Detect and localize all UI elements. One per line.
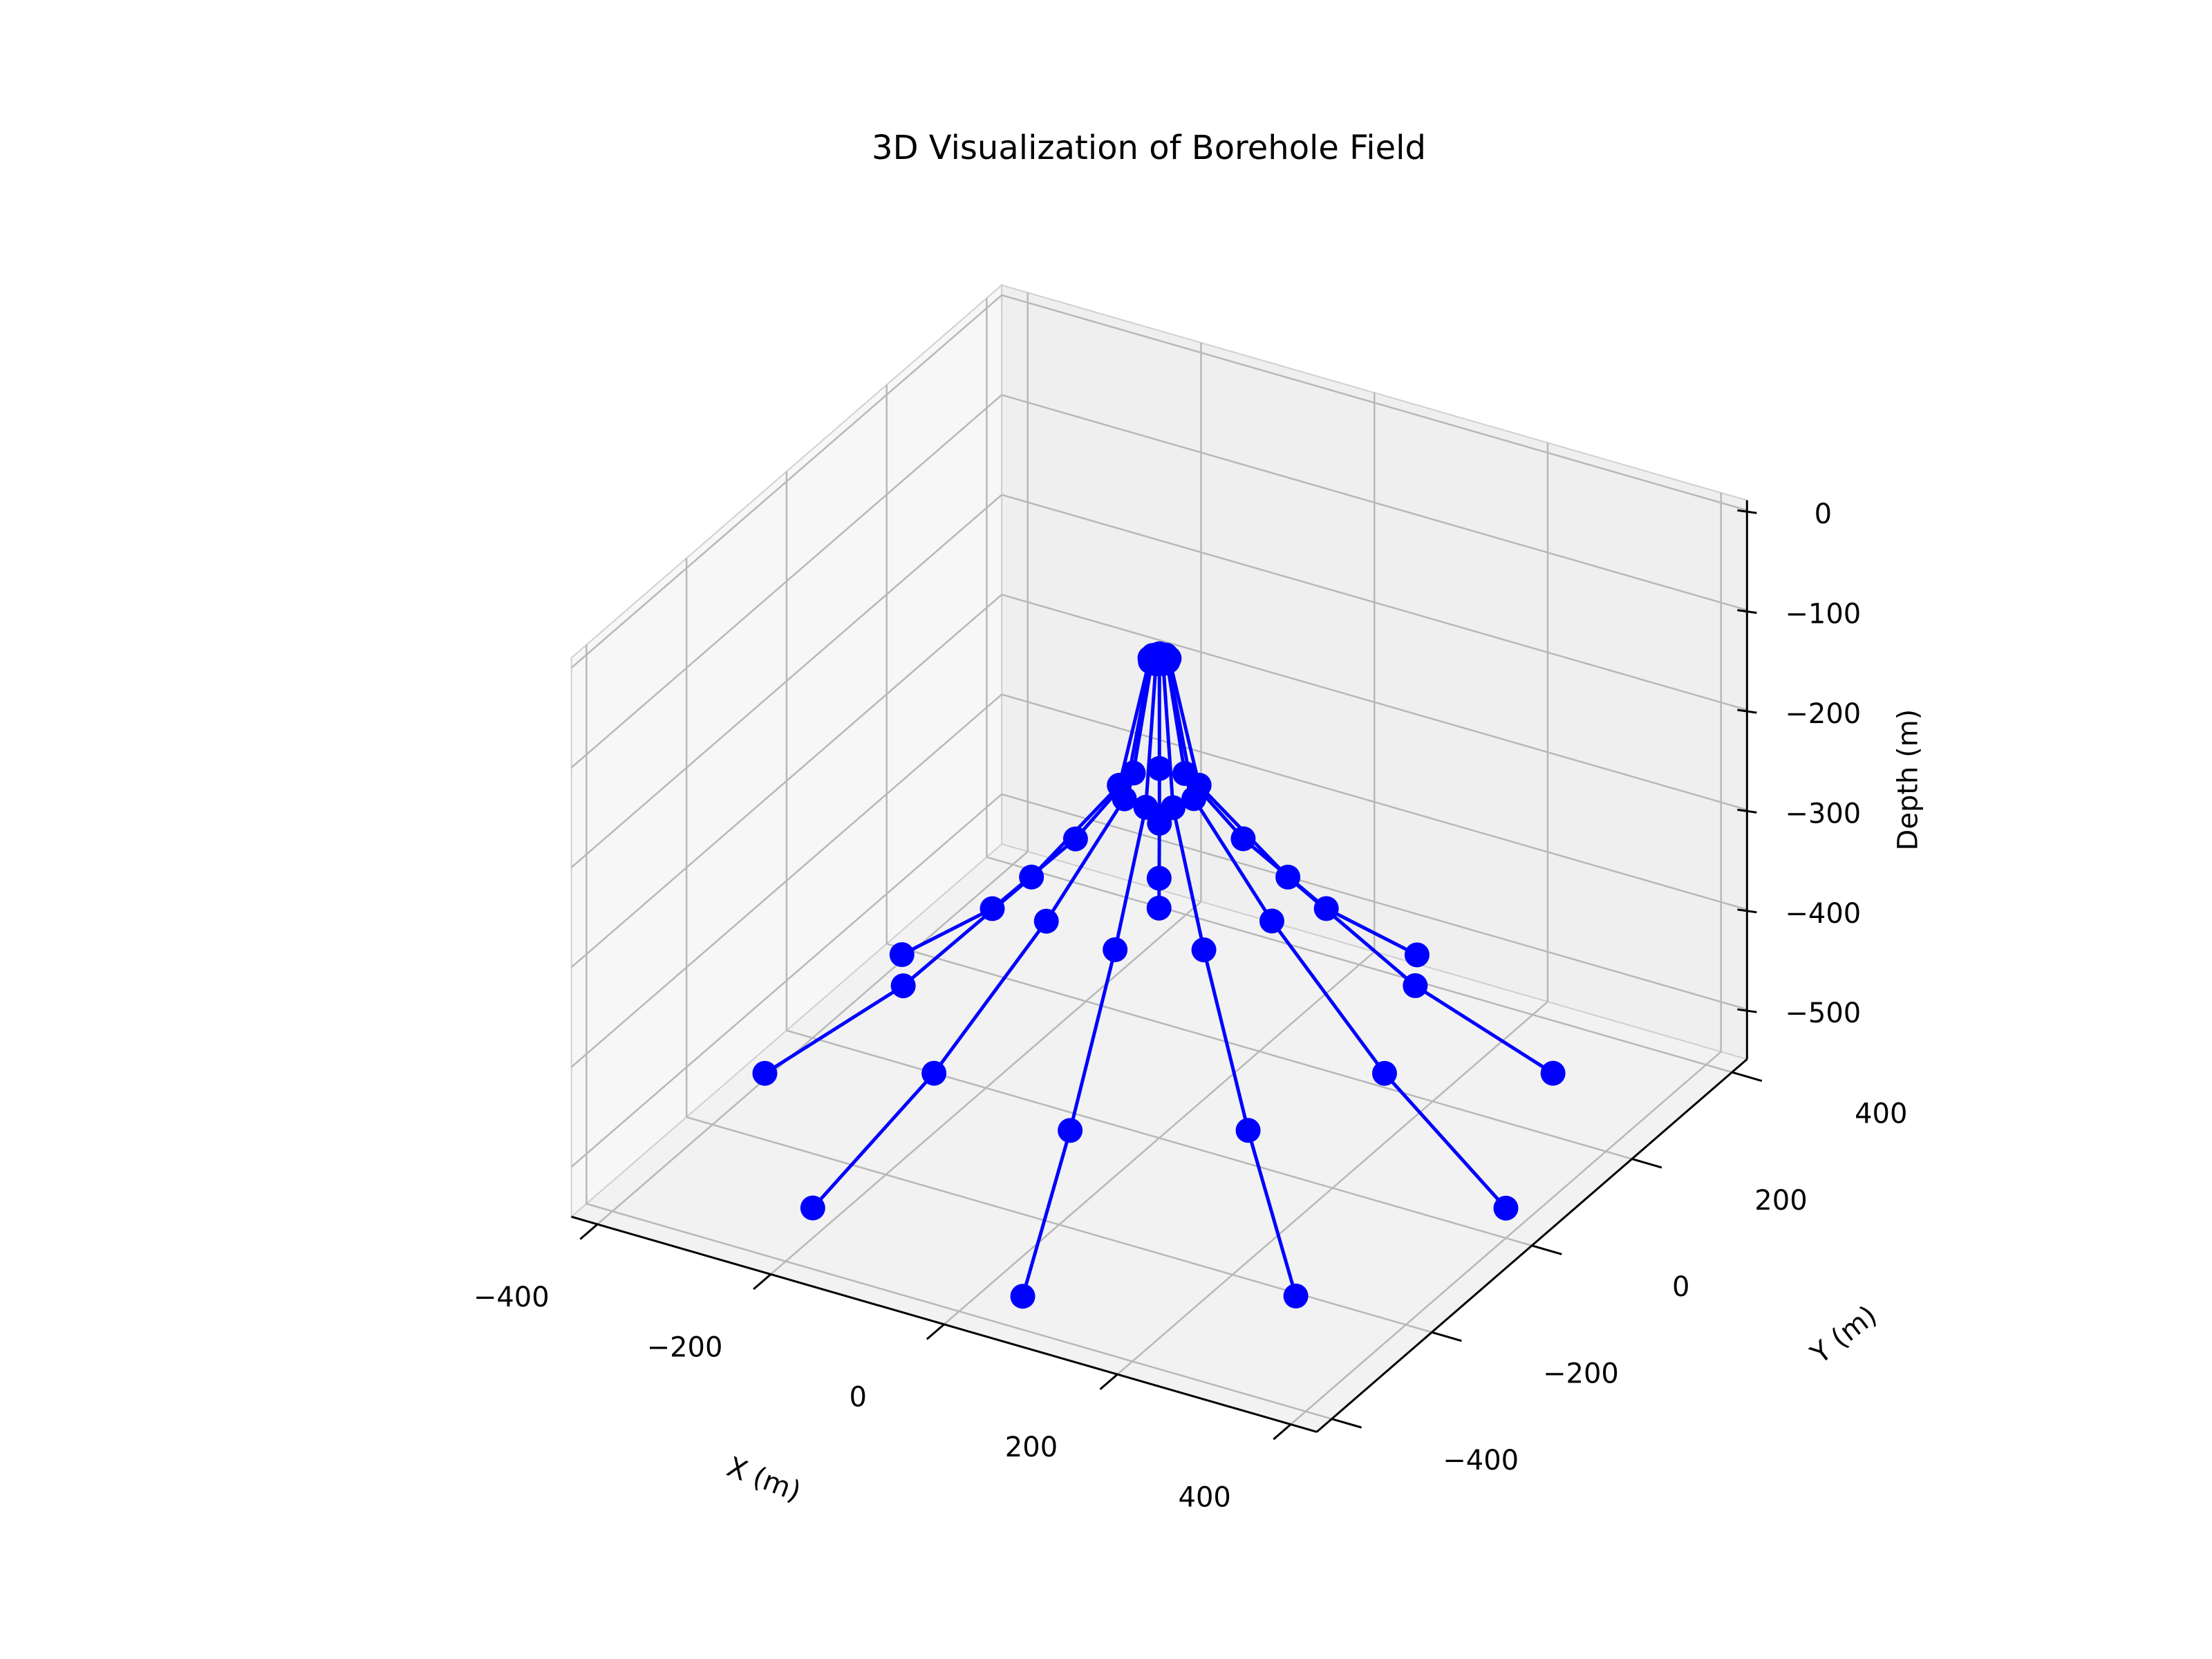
borehole-point bbox=[1403, 973, 1428, 998]
grid-line bbox=[570, 594, 1002, 968]
z-tick-label: −100 bbox=[1785, 599, 1861, 630]
borehole-point bbox=[1191, 937, 1217, 963]
borehole-point bbox=[752, 1060, 778, 1086]
borehole-point bbox=[1033, 908, 1059, 934]
y-tick-mark bbox=[1331, 1418, 1362, 1429]
borehole-point bbox=[1283, 1283, 1309, 1309]
borehole-point bbox=[1153, 642, 1179, 668]
y-tick-mark bbox=[1631, 1158, 1662, 1169]
y-tick-label: −400 bbox=[1443, 1445, 1519, 1477]
borehole-point bbox=[800, 1195, 825, 1221]
chart-title: 3D Visualization of Borehole Field bbox=[872, 129, 1426, 167]
grid-line bbox=[1001, 693, 1747, 911]
y-axis-label: Y (m) bbox=[1804, 1300, 1883, 1371]
borehole-point bbox=[980, 896, 1005, 921]
grid-line bbox=[1001, 793, 1747, 1011]
x-tick-mark bbox=[753, 1273, 771, 1291]
borehole-point bbox=[1058, 1118, 1083, 1143]
grid-line bbox=[570, 294, 1002, 668]
x-tick-label: −400 bbox=[474, 1282, 550, 1313]
y-tick-label: −200 bbox=[1543, 1358, 1619, 1390]
borehole-point bbox=[1371, 1060, 1397, 1086]
borehole-point bbox=[1133, 794, 1159, 820]
grid-line bbox=[586, 1203, 1332, 1420]
borehole-point bbox=[1161, 795, 1186, 821]
borehole-point bbox=[1146, 865, 1172, 891]
z-tick-mark bbox=[1737, 709, 1757, 714]
x-tick-mark bbox=[579, 1223, 599, 1240]
x-tick-label: 200 bbox=[1005, 1432, 1058, 1463]
borehole-point bbox=[1019, 864, 1044, 890]
grid-line bbox=[1001, 394, 1747, 611]
borehole-point bbox=[1103, 937, 1128, 962]
borehole-point bbox=[1404, 942, 1430, 968]
borehole-point bbox=[1062, 826, 1088, 852]
z-tick-label: −400 bbox=[1785, 898, 1861, 930]
borehole-point bbox=[1112, 786, 1137, 812]
z-tick-label: −500 bbox=[1785, 997, 1861, 1029]
borehole-point bbox=[1313, 896, 1339, 921]
borehole-point bbox=[890, 973, 916, 999]
y-tick-label: 400 bbox=[1855, 1098, 1907, 1130]
x-tick-label: 0 bbox=[850, 1382, 867, 1414]
borehole-point bbox=[1146, 895, 1172, 921]
z-tick-label: 0 bbox=[1815, 498, 1832, 530]
grid-line bbox=[570, 394, 1002, 769]
z-tick-mark bbox=[1737, 1008, 1757, 1013]
x-tick-mark bbox=[1099, 1374, 1118, 1390]
borehole-point bbox=[1540, 1060, 1566, 1086]
y-tick-mark bbox=[1431, 1331, 1462, 1342]
z-tick-mark bbox=[1737, 509, 1757, 514]
grid-line bbox=[1001, 494, 1747, 711]
borehole-point bbox=[1010, 1284, 1035, 1309]
grid-line bbox=[986, 856, 1732, 1074]
borehole-point bbox=[1259, 908, 1284, 934]
z-tick-label: −200 bbox=[1785, 698, 1861, 730]
z-axis-label: Depth (m) bbox=[1892, 709, 1924, 851]
borehole-point bbox=[889, 942, 915, 968]
x-axis-label: X (m) bbox=[722, 1451, 805, 1508]
borehole-point bbox=[1172, 761, 1198, 787]
borehole-point bbox=[1275, 864, 1301, 890]
y-tick-label: 200 bbox=[1754, 1185, 1807, 1217]
grid-line bbox=[570, 693, 1002, 1068]
borehole-point bbox=[1230, 826, 1256, 852]
grid-line bbox=[886, 943, 1633, 1160]
y-tick-mark bbox=[1732, 1071, 1763, 1082]
z-tick-mark bbox=[1737, 908, 1757, 914]
grid-line bbox=[1001, 593, 1747, 811]
borehole-point bbox=[921, 1060, 947, 1086]
x-tick-label: 400 bbox=[1179, 1481, 1231, 1513]
y-tick-mark bbox=[1531, 1244, 1562, 1255]
borehole-point bbox=[1493, 1195, 1519, 1221]
z-tick-mark bbox=[1737, 609, 1757, 615]
z-tick-mark bbox=[1737, 808, 1757, 814]
grid-line bbox=[570, 794, 1002, 1168]
x-tick-mark bbox=[1273, 1423, 1292, 1441]
borehole-point bbox=[1235, 1118, 1261, 1143]
z-tick-label: −300 bbox=[1785, 798, 1861, 830]
grid-line bbox=[570, 494, 1002, 868]
borehole-point bbox=[1147, 756, 1172, 781]
y-tick-label: 0 bbox=[1672, 1271, 1689, 1303]
grid-line bbox=[786, 1029, 1533, 1247]
x-tick-mark bbox=[926, 1323, 945, 1340]
x-tick-label: −200 bbox=[647, 1331, 723, 1363]
grid-line bbox=[1001, 294, 1747, 512]
